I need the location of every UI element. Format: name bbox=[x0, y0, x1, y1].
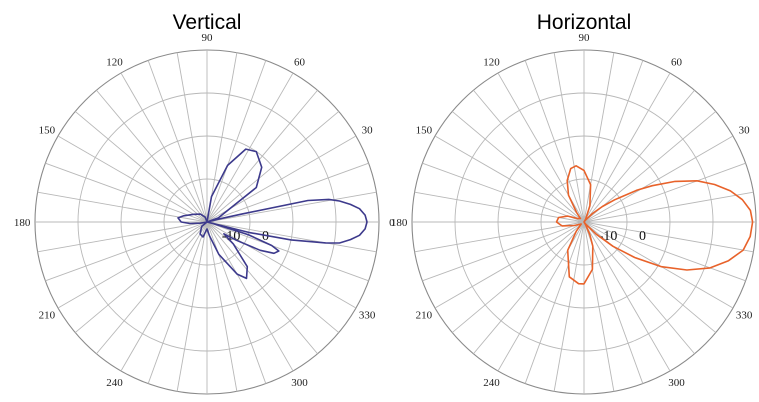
vertical-spoke bbox=[206, 89, 318, 223]
vertical-spoke bbox=[206, 191, 377, 223]
horizontal-angle-label: 90 bbox=[579, 32, 591, 44]
vertical-spoke bbox=[206, 221, 294, 372]
horizontal-spoke bbox=[583, 162, 746, 223]
vertical-spoke bbox=[206, 221, 318, 355]
horizontal-angle-label: 180 bbox=[391, 217, 408, 229]
vertical-spoke bbox=[176, 52, 208, 223]
horizontal-spoke bbox=[583, 60, 644, 223]
horizontal-spoke bbox=[473, 89, 585, 223]
vertical-spoke bbox=[57, 221, 208, 309]
horizontal-spoke bbox=[583, 111, 717, 223]
horizontal-spoke bbox=[583, 221, 671, 372]
horizontal-angle-label: 30 bbox=[739, 124, 751, 136]
horizontal-spoke bbox=[473, 221, 585, 355]
vertical-spoke bbox=[206, 60, 267, 223]
vertical-spoke bbox=[120, 221, 208, 372]
horizontal-spoke bbox=[583, 221, 754, 253]
horizontal-spoke bbox=[422, 162, 585, 223]
horizontal-spoke bbox=[451, 111, 585, 223]
horizontal-spoke bbox=[583, 135, 734, 223]
horizontal-spoke bbox=[524, 60, 585, 223]
vertical-angle-label: 30 bbox=[362, 124, 374, 136]
vertical-angle-label: 300 bbox=[291, 377, 308, 389]
vertical-spoke bbox=[147, 221, 208, 384]
vertical-grid bbox=[34, 49, 380, 395]
horizontal-spoke bbox=[451, 221, 585, 333]
vertical-spoke bbox=[57, 135, 208, 223]
horizontal-spoke bbox=[583, 72, 671, 223]
horizontal-spoke bbox=[553, 221, 585, 392]
horizontal-radial-label: -10 bbox=[599, 229, 618, 244]
vertical-series-line bbox=[177, 148, 368, 280]
horizontal-spoke bbox=[414, 191, 585, 223]
vertical-spoke bbox=[206, 111, 340, 223]
horizontal-angle-label: 210 bbox=[416, 309, 433, 321]
horizontal-angle-label: 150 bbox=[416, 124, 433, 136]
horizontal-spoke bbox=[524, 221, 585, 384]
horizontal-spoke bbox=[422, 221, 585, 282]
vertical-spoke bbox=[37, 221, 208, 253]
vertical-spoke bbox=[176, 221, 208, 392]
vertical-spoke bbox=[74, 221, 208, 333]
vertical-spoke bbox=[120, 72, 208, 223]
vertical-angle-label: 120 bbox=[106, 57, 123, 69]
horizontal-spoke bbox=[434, 221, 585, 309]
horizontal-spoke bbox=[414, 221, 585, 253]
horizontal-spoke bbox=[583, 89, 695, 223]
vertical-angle-label: 210 bbox=[39, 309, 56, 321]
vertical-angle-label: 90 bbox=[202, 32, 214, 44]
vertical-angle-label: 0 bbox=[389, 217, 395, 229]
vertical-spoke bbox=[45, 221, 208, 282]
vertical-spoke bbox=[147, 60, 208, 223]
vertical-angle-label: 240 bbox=[106, 377, 123, 389]
vertical-spoke bbox=[206, 72, 294, 223]
horizontal-grid bbox=[411, 49, 757, 395]
horizontal-spoke bbox=[434, 135, 585, 223]
horizontal-angle-label: 330 bbox=[736, 309, 753, 321]
horizontal-spoke bbox=[553, 52, 585, 223]
vertical-spoke bbox=[206, 221, 238, 392]
horizontal-angle-label: 240 bbox=[483, 377, 500, 389]
horizontal-spoke bbox=[583, 221, 746, 282]
horizontal-spoke bbox=[583, 221, 644, 384]
vertical-spoke bbox=[206, 162, 369, 223]
vertical-chart-title: Vertical bbox=[173, 11, 242, 34]
horizontal-chart-title: Horizontal bbox=[537, 11, 632, 34]
vertical-spoke bbox=[45, 162, 208, 223]
vertical-spoke bbox=[96, 89, 208, 223]
vertical-angle-label: 60 bbox=[294, 57, 306, 69]
vertical-spoke bbox=[206, 52, 238, 223]
horizontal-angle-label: 60 bbox=[671, 57, 683, 69]
vertical-angle-label: 330 bbox=[359, 309, 376, 321]
vertical-spoke bbox=[74, 111, 208, 223]
horizontal-spoke bbox=[583, 221, 695, 355]
horizontal-series-line bbox=[555, 165, 754, 285]
vertical-angle-label: 150 bbox=[39, 124, 56, 136]
vertical-spoke bbox=[96, 221, 208, 355]
vertical-polar-chart: Vertical 0306090120150180210240270300330… bbox=[14, 11, 395, 402]
horizontal-spoke bbox=[583, 221, 615, 392]
horizontal-radial-label: 0 bbox=[639, 229, 646, 244]
horizontal-angle-label: 120 bbox=[483, 57, 500, 69]
horizontal-angle-label: 300 bbox=[668, 377, 685, 389]
horizontal-spoke bbox=[583, 52, 615, 223]
vertical-angle-label: 180 bbox=[14, 217, 31, 229]
vertical-spoke bbox=[206, 221, 377, 253]
vertical-spoke bbox=[206, 221, 369, 282]
vertical-radial-label: 0 bbox=[262, 229, 269, 244]
horizontal-spoke bbox=[583, 191, 754, 223]
vertical-spoke bbox=[206, 221, 357, 309]
horizontal-polar-chart: Horizontal 03060901201501802102402703003… bbox=[391, 11, 757, 402]
